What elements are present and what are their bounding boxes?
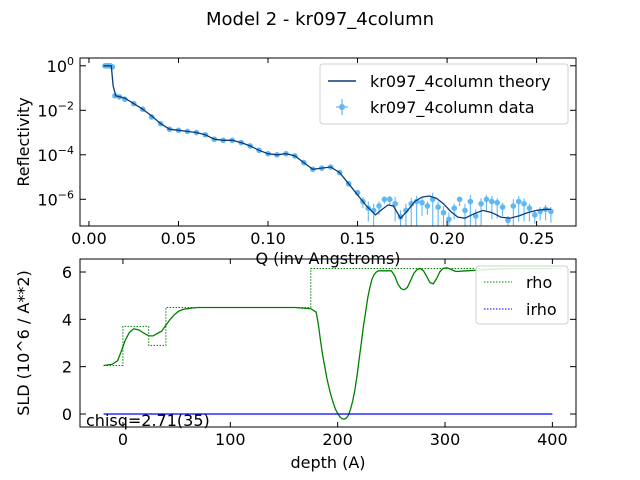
data-point (483, 196, 490, 203)
sld-axes-frame (79, 258, 577, 428)
data-point (376, 203, 382, 209)
x-tick-label: 0.20 (429, 229, 465, 248)
sld-panel: 0 100 200 300 400 0 2 4 6 SLD (10^6 / A**2) dep… (14, 258, 577, 472)
rho-step-profile (103, 268, 564, 366)
data-point (510, 203, 517, 209)
sld-x-ticks: 0 100 200 300 400 (118, 259, 568, 449)
x-tick-label: 200 (322, 430, 353, 449)
data-point (478, 200, 484, 207)
reflectivity-y-label: Reflectivity (14, 97, 33, 186)
data-point (462, 207, 468, 214)
data-point (419, 199, 425, 206)
data-point (456, 196, 463, 203)
legend-irho-label: irho (526, 300, 557, 319)
y-tick-label: 0 (62, 405, 72, 424)
data-point (440, 209, 447, 216)
theory-line (103, 65, 551, 220)
data-point (515, 198, 522, 205)
sld-plot-area (103, 267, 564, 420)
y-tick-label: 4 (62, 310, 72, 329)
data-point (112, 93, 118, 99)
data-point (435, 204, 441, 210)
y-tick-label: 2 (62, 358, 72, 377)
y-tick-label: 6 (62, 263, 72, 282)
reflectivity-axes-frame (79, 57, 577, 227)
reflectivity-x-ticks: 0.00 0.05 0.10 0.15 0.20 0.25 (71, 58, 554, 248)
data-point (392, 200, 398, 207)
chisq-annotation: chisq=2.71(35) (86, 411, 210, 430)
x-tick-label: 0.10 (250, 229, 286, 248)
data-point (505, 217, 511, 224)
data-point (548, 208, 554, 215)
data-point (499, 204, 506, 210)
data-point (472, 213, 479, 219)
sld-legend: rho irho (475, 265, 569, 325)
x-tick-label: 0.25 (519, 229, 555, 248)
x-tick-label: 400 (537, 430, 568, 449)
x-tick-label: 0.15 (340, 229, 376, 248)
legend-rho-label: rho (526, 273, 552, 292)
sld-y-ticks: 0 2 4 6 (62, 263, 576, 424)
data-point (532, 212, 538, 218)
data-point (381, 196, 388, 203)
sld-x-label: depth (A) (290, 453, 365, 472)
x-tick-label: 0 (118, 430, 128, 449)
legend-data-marker (339, 104, 345, 110)
legend-theory-label: kr097_4column theory (370, 72, 551, 92)
reflectivity-legend: kr097_4column theory kr097_4column data (319, 63, 569, 125)
data-point (494, 199, 501, 206)
data-point (403, 207, 409, 214)
data-point (109, 64, 116, 70)
figure-title: Model 2 - kr097_4column (206, 9, 434, 30)
sld-y-label: SLD (10^6 / A**2) (14, 270, 33, 416)
data-point (526, 205, 533, 211)
data-point (446, 216, 452, 223)
data-point (424, 203, 431, 209)
x-tick-label: 100 (215, 430, 246, 449)
x-tick-label: 0.00 (71, 229, 107, 248)
data-point (467, 198, 474, 205)
legend-data-label: kr097_4column data (370, 98, 535, 118)
x-tick-label: 0.05 (161, 229, 197, 248)
x-tick-label: 300 (430, 430, 461, 449)
data-point (451, 205, 458, 211)
reflectivity-legend-box (319, 63, 569, 125)
reflectivity-plot-area (102, 62, 554, 226)
data-point (521, 200, 527, 207)
data-point (386, 196, 393, 203)
rho-line (103, 267, 553, 420)
data-point (489, 198, 495, 205)
